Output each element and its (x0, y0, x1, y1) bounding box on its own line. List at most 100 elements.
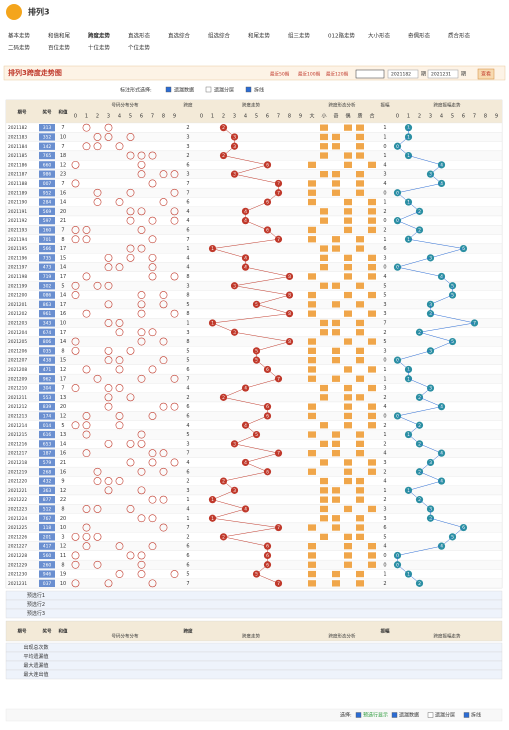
issue: 2021229 (8, 562, 27, 568)
row-bg (5, 373, 503, 384)
amp-line (430, 518, 464, 528)
checkbox[interactable] (391, 712, 398, 718)
form-mark (344, 412, 352, 420)
nav-link[interactable]: 十位走势 (88, 44, 111, 52)
nav-link[interactable]: 012路走势 (328, 32, 355, 40)
dist-mark (170, 309, 179, 318)
nav-link[interactable]: 大小形态 (368, 32, 391, 40)
amp-line (397, 415, 420, 426)
to-input[interactable] (427, 69, 459, 79)
form-mark (344, 543, 352, 550)
sum: 9 (61, 479, 64, 485)
dist-mark (126, 244, 135, 253)
form-mark (356, 319, 364, 327)
amp-value: 7 (383, 320, 386, 326)
dist-mark (170, 458, 179, 467)
trend-line (234, 434, 257, 445)
recent-link[interactable]: 最近50期 (270, 71, 290, 78)
nav-link[interactable]: 二码走势 (8, 44, 31, 52)
nav-link[interactable]: 百位走势 (48, 44, 71, 52)
dist-mark (137, 374, 146, 383)
sum: 8 (61, 237, 64, 243)
span-mark (263, 198, 272, 206)
number-bg (39, 263, 55, 271)
dist-mark (148, 272, 157, 281)
nav-link[interactable]: 和尾走势 (248, 32, 271, 40)
amp-value: 3 (383, 460, 386, 466)
row-bg (5, 318, 503, 328)
form-mark (320, 208, 328, 215)
preselect-row (5, 590, 503, 601)
form-mark (320, 496, 328, 503)
col-header: 跨度走势 (242, 102, 260, 109)
span-value: 5 (186, 358, 189, 364)
nav-link[interactable]: 直选形态 (128, 32, 151, 40)
nav-link[interactable]: 跨度走势 (88, 32, 111, 40)
col-header: 奖号 (43, 628, 52, 635)
from-input[interactable] (387, 69, 419, 79)
dist-mark (137, 151, 146, 160)
form-mark (320, 459, 328, 466)
amp-line (397, 183, 442, 193)
select-box[interactable] (355, 69, 385, 79)
period: 期 (461, 72, 466, 78)
dist-mark (93, 133, 102, 141)
dist-mark (159, 291, 168, 299)
stat-label: 平均遗漏值 (23, 653, 48, 660)
span-mark-label: 4 (244, 423, 247, 429)
checkbox[interactable] (355, 712, 362, 718)
form-mark (332, 431, 340, 438)
form-mark (332, 450, 340, 457)
nav-link[interactable]: 奇偶形态 (408, 32, 431, 40)
nav-link[interactable]: 直选综合 (168, 32, 191, 40)
recent-link[interactable]: 最近120期 (326, 71, 349, 78)
sum: 16 (60, 469, 66, 475)
form-mark (308, 310, 316, 317)
amp-value: 3 (383, 302, 386, 308)
checkbox[interactable] (427, 712, 434, 718)
amp-line (430, 248, 464, 259)
amp-value: 4 (383, 181, 386, 187)
form-header: 合 (369, 113, 374, 120)
nav-link[interactable]: 和值和尾 (48, 32, 71, 40)
nav-link[interactable]: 基本走势 (8, 32, 31, 40)
nav-link[interactable]: 组选综合 (208, 32, 231, 40)
span-value: 4 (186, 218, 189, 224)
form-mark (332, 319, 340, 327)
nav-link[interactable]: 质合形态 (448, 32, 471, 40)
amp-mark-label: 0 (396, 144, 399, 150)
form-mark (332, 236, 340, 243)
form-mark (344, 459, 352, 466)
form-mark (332, 171, 340, 178)
checkbox[interactable] (165, 86, 172, 93)
form-mark (356, 394, 364, 401)
dist-mark (170, 402, 179, 411)
col-header: 号码分布分布 (112, 102, 139, 109)
preselect-row (5, 599, 503, 610)
amp-mark-label: 3 (429, 516, 432, 522)
row-bg (5, 411, 503, 421)
form-mark (368, 226, 376, 234)
form-mark (344, 161, 352, 168)
number-bg (39, 244, 55, 253)
sum: 10 (60, 320, 66, 326)
nav-link[interactable]: 组三走势 (288, 32, 311, 40)
form-mark (356, 124, 364, 131)
form-mark (344, 394, 352, 401)
nav-link[interactable]: 个位走势 (128, 44, 151, 52)
amp-mark-label: 5 (451, 534, 454, 540)
dist-mark (170, 374, 179, 383)
sum: 14 (60, 265, 66, 271)
view-button[interactable] (477, 68, 495, 80)
checkbox[interactable] (463, 712, 470, 718)
recent-link[interactable]: 最近100期 (298, 71, 321, 78)
stat-row (5, 660, 503, 671)
span-value: 5 (186, 302, 189, 308)
issue: 2021228 (8, 553, 27, 559)
amp-mark (415, 579, 424, 587)
number: 118 (43, 525, 52, 531)
checkbox[interactable] (205, 86, 212, 93)
number-bg (39, 347, 55, 355)
checkbox[interactable] (245, 86, 252, 93)
span-value: 6 (186, 162, 189, 168)
